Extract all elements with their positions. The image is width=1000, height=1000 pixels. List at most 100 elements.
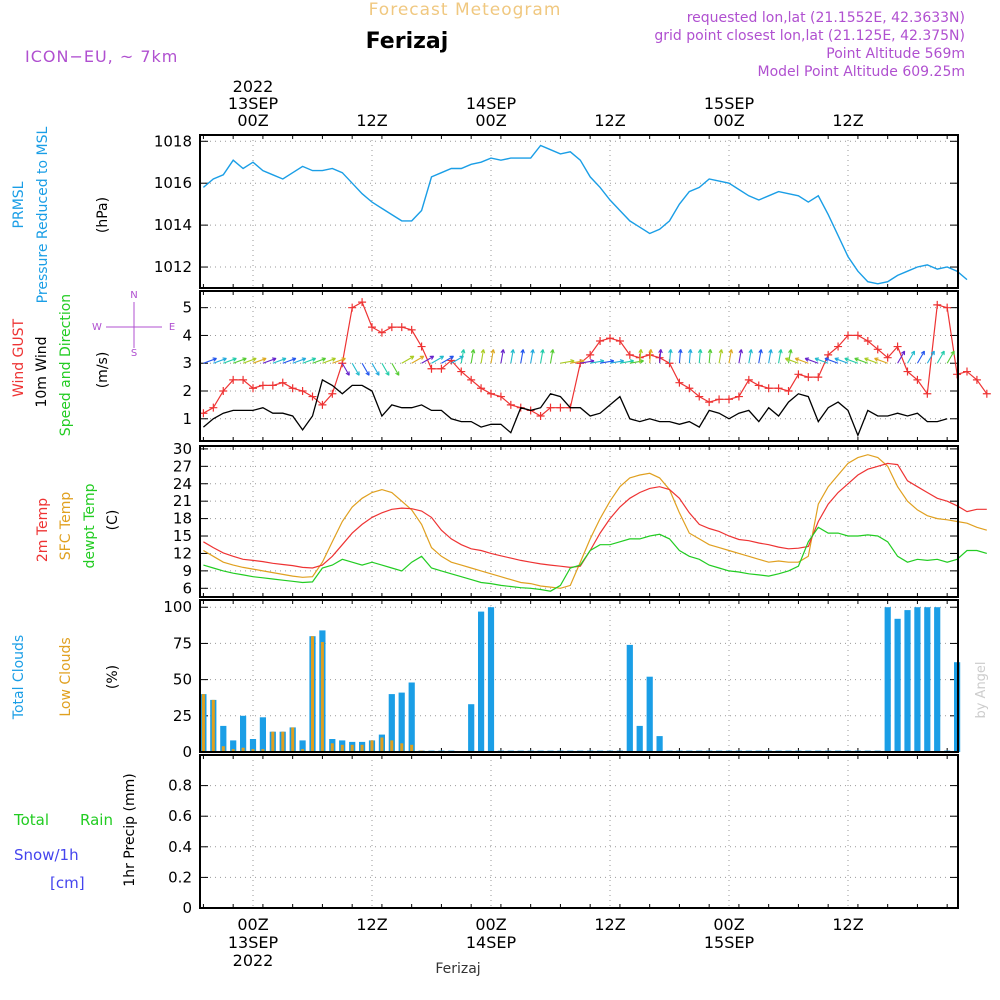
gust-point	[288, 384, 297, 393]
gust-point	[982, 389, 991, 398]
low-cloud-bar	[400, 743, 404, 752]
gust-point	[249, 384, 257, 393]
gust-point	[596, 337, 605, 345]
gust-point	[923, 389, 932, 398]
top-hour-label-5: 00Z	[713, 111, 744, 130]
gust-point	[387, 323, 396, 332]
top-hour-label-2: 12Z	[356, 111, 387, 130]
wind-direction-arrow	[658, 348, 663, 364]
y-tick-label: 30	[173, 440, 192, 458]
wind-direction-arrow	[794, 357, 809, 364]
bottom-hour-label-6: 12Z	[832, 915, 863, 934]
model-label: ICON−EU, ~ 7km	[25, 47, 178, 66]
top-hour-label-1: 00Z	[237, 111, 268, 130]
temp-label-sfc: SFC Temp	[58, 492, 74, 561]
gust-point	[844, 331, 852, 340]
wind-direction-arrow	[292, 357, 307, 364]
info-grid-point: grid point closest lon,lat (21.125E, 42.…	[654, 28, 965, 44]
gust-point	[814, 373, 823, 382]
gust-point	[318, 400, 327, 409]
gust-point	[734, 392, 743, 401]
wind-direction-arrow	[897, 350, 906, 364]
pressure-line	[202, 144, 968, 285]
top-hour-label-6: 12Z	[832, 111, 863, 130]
top-day-label-1: 13SEP	[228, 94, 279, 113]
footer-station: Ferizaj	[435, 961, 480, 977]
wind-direction-arrow	[687, 348, 693, 364]
wind-direction-arrow	[232, 357, 247, 364]
y-tick-label: 0.8	[168, 777, 192, 795]
total-cloud-bar	[487, 607, 495, 752]
low-cloud-bar	[360, 744, 364, 752]
gust-point	[487, 389, 495, 398]
y-tick-label: 21	[173, 492, 192, 510]
info-model-altitude: Model Point Altitude 609.25m	[758, 64, 965, 80]
wind-direction-arrow	[520, 349, 525, 364]
gust-point	[903, 367, 912, 376]
wind-label-10m: 10m Wind	[34, 336, 50, 407]
wind-direction-arrow	[728, 349, 734, 364]
wind-direction-arrow	[460, 349, 466, 364]
gust-point	[229, 375, 238, 384]
precip-label-rain: Rain	[80, 811, 113, 829]
gust-point	[853, 331, 862, 340]
y-tick-label: 15	[173, 527, 192, 545]
wind-direction-arrow	[332, 357, 346, 364]
total-cloud-bar	[884, 607, 891, 752]
wind-direction-arrow	[480, 349, 486, 364]
y-tick-label: 25	[173, 707, 192, 725]
gust-point	[913, 375, 922, 384]
total-cloud-bar	[904, 610, 911, 752]
gust-point	[536, 412, 545, 420]
wind-direction-arrow	[864, 357, 878, 364]
info-requested: requested lon,lat (21.1552E, 42.3633N)	[687, 10, 965, 26]
wind-direction-arrow	[312, 357, 327, 364]
wind-direction-arrow	[907, 350, 916, 364]
wind-direction-arrow	[500, 349, 506, 364]
wind-direction-arrow	[814, 357, 829, 364]
y-tick-label: 0.6	[168, 807, 192, 825]
wind-direction-arrow	[946, 350, 955, 364]
wind-label-gust: Wind GUST	[11, 318, 27, 397]
total-cloud-bar	[894, 618, 901, 752]
temp-unit: (C)	[105, 510, 121, 531]
wind-direction-arrow	[668, 348, 673, 364]
gust-point	[754, 381, 763, 390]
wind-direction-arrow	[638, 348, 643, 364]
wind-direction-arrow	[262, 357, 277, 364]
gust-point	[417, 342, 426, 351]
wind-direction-arrow	[381, 362, 390, 376]
temp-label-dewpt: dewpt Temp	[82, 483, 98, 568]
gust-point	[963, 367, 971, 376]
wind-direction-arrow	[678, 348, 683, 364]
gust-point	[695, 392, 704, 401]
watermark: by Angel	[974, 661, 989, 718]
gust-point	[368, 323, 376, 332]
y-tick-label: 12	[173, 544, 192, 562]
bottom-hour-label-3: 00Z	[475, 915, 506, 934]
wind-direction-arrow	[203, 357, 217, 364]
gust-point	[268, 381, 277, 390]
y-tick-label: 1	[182, 410, 192, 428]
y-tick-label: 4	[182, 326, 192, 344]
y-tick-label: 9	[182, 562, 192, 580]
wind-direction-arrow	[549, 349, 555, 364]
y-tick-label: 2	[182, 382, 192, 400]
bottom-day-label-1: 13SEP	[228, 933, 279, 952]
gust-point	[219, 387, 228, 395]
top-hour-label-3: 00Z	[475, 111, 506, 130]
low-cloud-bar	[350, 744, 354, 752]
total-cloud-bar	[914, 607, 921, 752]
wind-direction-arrow	[824, 357, 839, 364]
y-tick-label: 75	[173, 634, 192, 652]
gust-point	[943, 303, 952, 312]
clouds-label-low: Low Clouds	[58, 637, 74, 716]
gust-point	[744, 375, 753, 384]
gust-point	[586, 350, 595, 359]
compass-north: N	[130, 290, 137, 301]
gust-point	[725, 395, 733, 404]
wind-direction-arrow	[391, 362, 400, 376]
wind-direction-arrow	[540, 349, 545, 364]
gust-point	[863, 337, 872, 345]
